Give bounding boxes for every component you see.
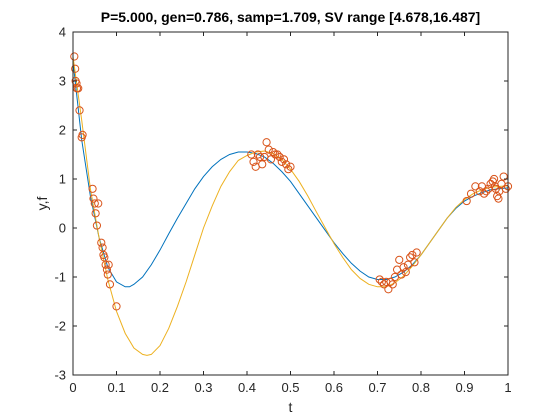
- data-point: [264, 145, 273, 154]
- y-tick-label: -2: [54, 319, 66, 334]
- x-tick-label: 0.6: [325, 380, 343, 395]
- x-tick-label: 0.9: [455, 380, 473, 395]
- y-axis-label: y,f: [34, 197, 50, 211]
- data-point: [406, 253, 415, 262]
- data-point: [70, 52, 79, 61]
- data-point: [466, 189, 476, 198]
- data-point: [266, 155, 276, 164]
- data-point: [399, 263, 408, 272]
- data-point: [279, 155, 289, 164]
- data-point: [104, 260, 113, 269]
- data-point: [286, 162, 295, 171]
- plot-area: [73, 32, 508, 375]
- data-point: [479, 189, 489, 198]
- data-point: [97, 238, 106, 247]
- data-point: [103, 270, 112, 279]
- y-tick-label: -1: [54, 270, 66, 285]
- data-point: [277, 157, 286, 166]
- data-point: [262, 138, 271, 147]
- data-point: [249, 157, 258, 166]
- data-point: [475, 187, 484, 196]
- data-point: [388, 280, 397, 289]
- x-tick-label: 0.1: [107, 380, 125, 395]
- data-point: [269, 147, 278, 157]
- x-tick-label: 0.8: [412, 380, 430, 395]
- data-point: [101, 260, 110, 269]
- data-point: [271, 150, 280, 159]
- axes: 0 0.1 0.2 0.3 0.4 0.5 0.6 0.7 0.8 0.9 1 -3 -2 -1 0 1 2 3 4: [54, 25, 511, 396]
- data-point: [90, 199, 99, 208]
- data-point: [105, 280, 115, 289]
- y-tick-label: 2: [59, 123, 66, 138]
- data-point: [377, 277, 386, 286]
- data-point: [397, 270, 406, 279]
- data-point: [410, 258, 419, 267]
- x-tick-label: 0.5: [281, 380, 299, 395]
- chart-title: P=5.000, gen=0.786, samp=1.709, SV range…: [101, 9, 480, 25]
- data-point: [112, 302, 121, 311]
- data-point: [89, 194, 98, 203]
- data-point: [482, 187, 491, 196]
- data-series: [72, 56, 509, 356]
- data-point: [92, 221, 102, 230]
- x-tick-label: 1: [504, 380, 511, 395]
- y-tick-label: 1: [59, 172, 66, 187]
- data-point: [284, 165, 293, 174]
- data-point: [102, 265, 112, 274]
- data-point: [255, 152, 265, 162]
- x-tick-label: 0.2: [151, 380, 169, 395]
- data-point: [395, 255, 404, 264]
- data-point: [74, 84, 83, 93]
- data-point: [247, 150, 256, 159]
- x-tick-label: 0.7: [368, 380, 386, 395]
- x-axis-label: t: [289, 399, 293, 415]
- data-point: [462, 196, 471, 206]
- series-line-2: [72, 56, 509, 356]
- y-tick-label: 0: [59, 221, 66, 236]
- data-point: [88, 184, 97, 193]
- data-point: [499, 172, 508, 181]
- data-point: [273, 150, 282, 159]
- data-point: [94, 199, 103, 208]
- data-point: [401, 268, 410, 277]
- y-tick-label: -3: [54, 368, 66, 383]
- data-point: [275, 152, 284, 162]
- data-point: [258, 160, 267, 169]
- y-tick-label: 3: [59, 74, 66, 89]
- data-point: [78, 130, 87, 139]
- data-markers: [70, 52, 513, 311]
- data-point: [471, 182, 480, 191]
- x-tick-label: 0.3: [194, 380, 212, 395]
- data-point: [384, 285, 393, 294]
- y-tick-label: 4: [59, 25, 66, 40]
- data-point: [408, 250, 417, 260]
- data-point: [91, 209, 100, 218]
- data-point: [282, 160, 291, 169]
- data-point: [75, 106, 84, 115]
- data-point: [501, 184, 510, 193]
- x-tick-label: 0.4: [238, 380, 256, 395]
- data-point: [412, 248, 421, 257]
- data-point: [71, 64, 80, 73]
- data-point: [386, 277, 395, 286]
- x-tick-label: 0: [69, 380, 76, 395]
